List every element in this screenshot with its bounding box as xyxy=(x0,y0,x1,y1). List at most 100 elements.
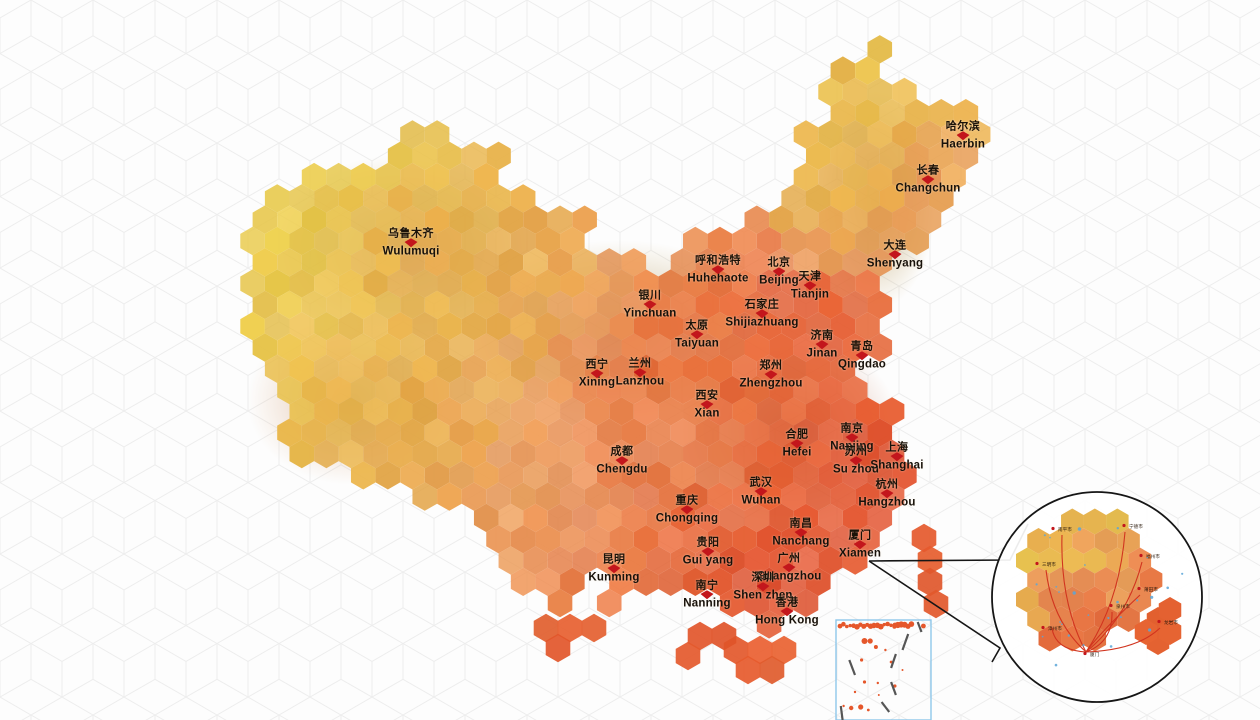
hex-tile xyxy=(719,461,745,490)
city-label-pinyin: Changchun xyxy=(895,182,961,195)
hex-tile xyxy=(793,503,819,533)
city-label-cn: 北京 xyxy=(767,256,791,269)
city-marker-shanghai[interactable]: 上海 Shanghai xyxy=(870,442,923,472)
city-label-pinyin: Kunming xyxy=(588,571,640,584)
hex-tile xyxy=(424,248,450,277)
inset-hex-tile xyxy=(1061,625,1084,652)
city-label-cn: 香港 xyxy=(775,596,799,609)
city-marker-chongqing[interactable]: 重庆 Chongqing xyxy=(656,495,718,525)
city-marker-shijiazhuang[interactable]: 石家庄 Shijiazhuang xyxy=(725,299,798,329)
hex-tile xyxy=(486,354,511,383)
city-marker-haerbin[interactable]: 哈尔滨 Haerbin xyxy=(941,121,985,151)
city-marker-guangzhou[interactable]: 广州 Guangzhou xyxy=(756,553,821,583)
city-marker-jinan[interactable]: 济南 Jinan xyxy=(806,330,837,360)
hex-tile xyxy=(683,226,708,256)
city-marker-nanning[interactable]: 南宁 Nanning xyxy=(683,580,730,610)
hex-tile xyxy=(510,525,536,554)
hex-tile xyxy=(867,205,893,234)
inset-water-dot xyxy=(1087,614,1090,616)
hex-tile xyxy=(818,205,843,234)
sea-island-dot xyxy=(873,645,878,649)
city-marker-hong-kong[interactable]: 香港 Hong Kong xyxy=(755,597,819,627)
hex-tile xyxy=(314,397,339,426)
city-label-pinyin: Guangzhou xyxy=(756,570,822,583)
hex-tile xyxy=(326,248,351,277)
hex-tile xyxy=(596,503,622,533)
inset-city-dot xyxy=(1083,651,1087,656)
hex-tile xyxy=(928,184,954,213)
hex-tile xyxy=(412,312,438,341)
city-marker-nanchang[interactable]: 南昌 Nanchang xyxy=(772,518,829,548)
hex-tile xyxy=(535,482,561,511)
city-marker-su-zhou[interactable]: 苏州 Su zhou xyxy=(833,446,879,476)
hex-tile xyxy=(510,397,536,426)
city-label-cn: 兰州 xyxy=(628,357,652,370)
city-marker-huhehaote[interactable]: 呼和浩特 Huhehaote xyxy=(687,255,748,285)
diamond-marker-icon xyxy=(956,131,970,141)
city-marker-chengdu[interactable]: 成都 Chengdu xyxy=(596,446,647,476)
hex-tile xyxy=(277,290,302,320)
city-marker-yinchuan[interactable]: 银川 Yinchuan xyxy=(624,290,677,320)
hex-tile xyxy=(781,312,806,341)
hex-tile xyxy=(314,269,339,298)
hex-tile xyxy=(437,269,462,298)
hex-tile xyxy=(892,120,917,149)
nine-dash-segment xyxy=(880,701,891,713)
city-marker-taiyuan[interactable]: 太原 Taiyuan xyxy=(675,320,719,350)
city-label-pinyin: Huhehaote xyxy=(687,272,749,285)
city-marker-zhengzhou[interactable]: 郑州 Zhengzhou xyxy=(739,360,802,390)
hex-tile xyxy=(289,439,315,469)
hex-tile xyxy=(707,482,733,511)
city-marker-gui-yang[interactable]: 贵阳 Gui yang xyxy=(683,537,734,567)
hex-tile xyxy=(633,269,659,298)
hex-tile xyxy=(400,418,425,447)
hex-tile xyxy=(264,312,290,341)
city-marker-nanjing[interactable]: 南京 Nanjing xyxy=(830,423,874,453)
city-marker-qingdao[interactable]: 青岛 Qingdao xyxy=(838,341,886,371)
city-marker-beijing[interactable]: 北京 Beijing xyxy=(759,257,799,287)
hex-tile xyxy=(842,461,868,490)
hex-tile xyxy=(830,354,856,383)
city-marker-kunming[interactable]: 昆明 Kunming xyxy=(588,554,639,584)
city-marker-hefei[interactable]: 合肥 Hefei xyxy=(782,429,811,459)
city-marker-lanzhou[interactable]: 兰州 Lanzhou xyxy=(616,358,665,388)
hex-tile xyxy=(646,290,671,320)
hex-tile xyxy=(572,290,597,320)
city-marker-wuhan[interactable]: 武汉 Wuhan xyxy=(741,477,780,507)
city-marker-xiamen[interactable]: 厦门 Xiamen xyxy=(839,530,881,560)
hex-tile xyxy=(437,226,462,256)
city-marker-wulumuqi[interactable]: 乌鲁木齐 Wulumuqi xyxy=(383,228,440,258)
hex-tile xyxy=(732,354,757,383)
hex-tile xyxy=(621,503,647,533)
hex-tile xyxy=(769,461,794,490)
hex-tile xyxy=(437,184,462,213)
hex-tile xyxy=(486,312,511,341)
city-marker-hangzhou[interactable]: 杭州 Hangzhou xyxy=(858,479,915,509)
hex-tile xyxy=(633,397,659,426)
hex-tile xyxy=(707,439,733,469)
city-marker-xian[interactable]: 西安 Xian xyxy=(694,390,719,420)
hex-tile xyxy=(892,205,917,234)
diamond-marker-icon xyxy=(700,590,714,600)
hex-tile xyxy=(769,290,794,320)
hex-tile xyxy=(584,439,610,469)
city-marker-tianjin[interactable]: 天津 Tianjin xyxy=(791,271,829,301)
city-marker-xining[interactable]: 西宁 Xining xyxy=(579,359,615,389)
city-marker-changchun[interactable]: 长春 Changchun xyxy=(895,165,960,195)
inset-city-label: 漳州市 xyxy=(1048,625,1062,632)
hex-tile xyxy=(732,226,757,256)
hex-tile xyxy=(855,141,880,170)
sea-island-dot xyxy=(842,704,845,708)
hex-tile xyxy=(584,482,610,511)
hex-tile xyxy=(596,248,622,277)
city-label-pinyin: Zhengzhou xyxy=(739,377,803,390)
hex-tile xyxy=(805,184,831,213)
hex-tile xyxy=(818,503,843,533)
city-marker-shen-zhen[interactable]: 深圳 Shen zhen xyxy=(733,572,792,602)
hex-tile xyxy=(596,333,622,362)
flow-line xyxy=(1085,611,1113,653)
city-marker-shenyang[interactable]: 大连 Shenyang xyxy=(867,240,924,270)
hex-tile xyxy=(314,312,339,341)
hex-tile xyxy=(719,418,745,447)
